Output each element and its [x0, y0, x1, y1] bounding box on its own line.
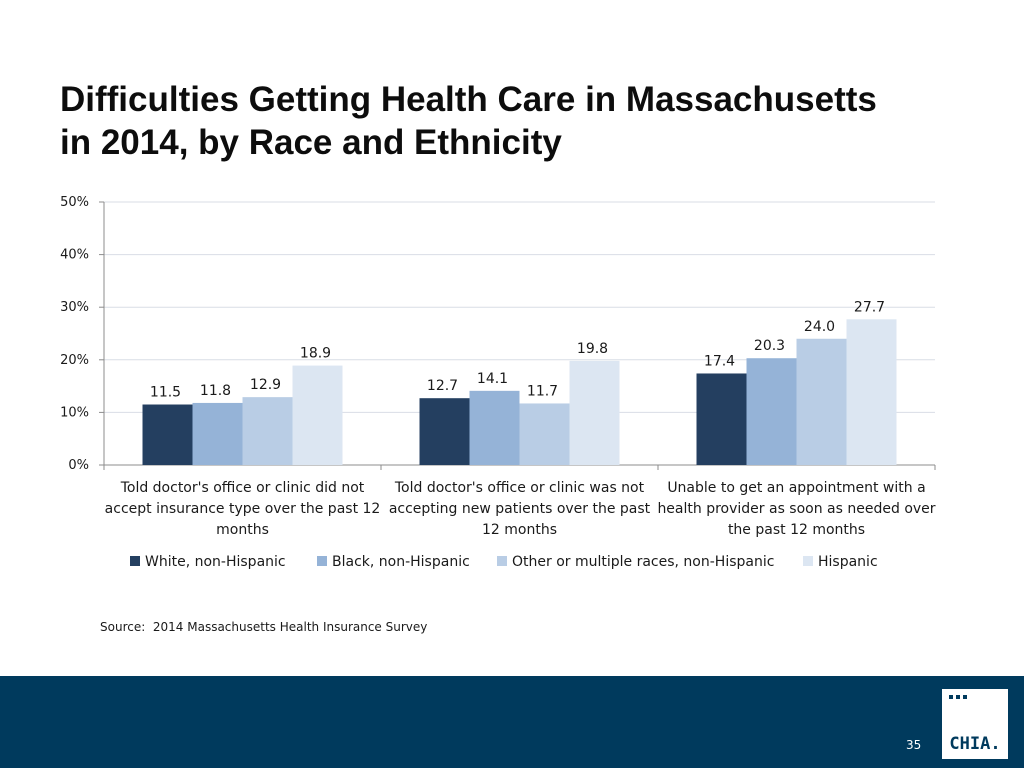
data-label: 11.5: [150, 385, 181, 401]
data-label: 27.7: [854, 299, 885, 315]
bar-chart: 0% 10% 20% 30% 40% 50% 11.5 11.8 12.9 18.9 Told do…: [60, 195, 936, 570]
y-tick-label: 0%: [68, 458, 89, 473]
bar: [746, 358, 797, 465]
slide-title: Difficulties Getting Health Care in Mass…: [60, 78, 960, 164]
page-number: 35: [906, 738, 922, 752]
bar: [142, 404, 193, 465]
y-tick-label: 10%: [60, 405, 89, 420]
legend-label: Other or multiple races, non-Hispanic: [512, 554, 774, 570]
y-tick-label: 50%: [60, 195, 89, 210]
bar: [469, 390, 520, 465]
bar: [242, 397, 293, 465]
legend-swatch: [130, 556, 140, 566]
bar: [696, 373, 747, 465]
y-tick-label: 20%: [60, 353, 89, 368]
bar: [796, 338, 847, 465]
logo-text: CHIA.: [949, 734, 1001, 754]
data-label: 12.7: [427, 378, 458, 394]
bar: [569, 360, 620, 465]
data-label: 17.4: [704, 353, 735, 369]
bar: [419, 398, 470, 465]
data-label: 24.0: [804, 319, 835, 335]
x-tick-label: Unable to get an appointment with a: [667, 480, 925, 496]
data-label: 18.9: [300, 346, 331, 362]
y-tick-label: 40%: [60, 248, 89, 263]
x-tick-label: the past 12 months: [728, 522, 865, 538]
x-tick-label: 12 months: [482, 522, 557, 538]
x-tick-label: months: [216, 522, 269, 538]
data-label: 19.8: [577, 341, 608, 357]
data-label: 12.9: [250, 377, 281, 393]
data-label: 20.3: [754, 338, 785, 354]
legend-swatch: [803, 556, 813, 566]
data-label: 14.1: [477, 371, 508, 387]
footer-band: [0, 676, 1024, 768]
slide-title-line-1: Difficulties Getting Health Care in Mass…: [60, 80, 877, 119]
x-tick-label: accept insurance type over the past 12: [105, 501, 381, 517]
bar: [292, 365, 343, 465]
legend-label: Hispanic: [818, 554, 878, 570]
y-tick-label: 30%: [60, 300, 89, 315]
bar: [192, 402, 243, 465]
legend-swatch: [317, 556, 327, 566]
logo-dots-icon: [949, 695, 967, 699]
legend-label: White, non-Hispanic: [145, 554, 286, 570]
source-note: Source: 2014 Massachusetts Health Insura…: [100, 620, 428, 634]
chia-logo: CHIA.: [942, 689, 1008, 759]
x-tick-label: Told doctor's office or clinic did not: [120, 480, 365, 496]
x-tick-label: health provider as soon as needed over: [657, 501, 935, 517]
slide-title-line-2: in 2014, by Race and Ethnicity: [60, 123, 562, 162]
legend-label: Black, non-Hispanic: [332, 554, 470, 570]
x-tick-label: Told doctor's office or clinic was not: [394, 480, 645, 496]
bar: [519, 403, 570, 465]
legend-swatch: [497, 556, 507, 566]
data-label: 11.8: [200, 383, 231, 399]
x-tick-label: accepting new patients over the past: [389, 501, 651, 517]
data-label: 11.7: [527, 383, 558, 399]
bar: [846, 319, 897, 465]
